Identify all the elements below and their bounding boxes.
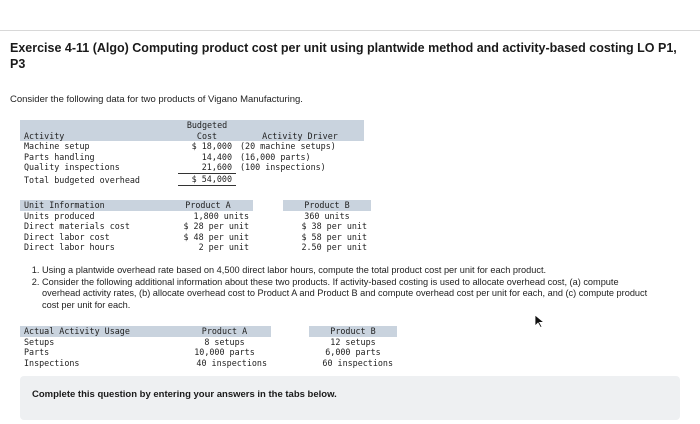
table-row: Direct materials cost $ 28 per unit $ 38… — [20, 221, 371, 232]
row-product-b: 2.50 per unit — [301, 242, 367, 252]
row-product-a: 10,000 parts — [194, 347, 255, 357]
row-cost: 21,600 — [201, 162, 232, 172]
header-budgeted-cost: Budgeted Cost — [178, 120, 236, 141]
cursor-icon — [534, 314, 546, 328]
row-driver: (20 machine setups) — [240, 141, 336, 151]
table-total-row: Total budgeted overhead $ 54,000 — [20, 172, 364, 186]
row-label: Units produced — [24, 210, 95, 221]
instruction-text: Complete this question by entering your … — [32, 389, 337, 400]
overhead-table: Activity Budgeted Cost Activity Driver M… — [20, 120, 364, 186]
row-product-a: 2 per unit — [198, 242, 249, 252]
table-row: Direct labor hours 2 per unit 2.50 per u… — [20, 242, 371, 253]
table-header-row: Actual Activity Usage Product A Product … — [20, 326, 397, 337]
table-row: Direct labor cost $ 48 per unit $ 58 per… — [20, 232, 371, 243]
row-product-a: 8 setups — [204, 336, 245, 347]
table-row: Setups 8 setups 12 setups — [20, 337, 397, 348]
row-label: Inspections — [24, 357, 80, 368]
table-row: Units produced 1,800 units 360 units — [20, 211, 371, 222]
total-label: Total budgeted overhead — [24, 175, 140, 185]
row-cost: $ 18,000 — [191, 141, 232, 151]
row-product-a: 40 inspections — [196, 357, 267, 368]
table-header-row: Unit Information Product A Product B — [20, 200, 371, 211]
header-unit-information: Unit Information — [20, 200, 163, 211]
header-actual-activity-usage: Actual Activity Usage — [20, 326, 178, 337]
row-label: Parts handling — [24, 151, 95, 162]
row-product-b: 6,000 parts — [325, 347, 381, 357]
row-cost: 14,400 — [201, 151, 232, 162]
row-label: Direct labor cost — [24, 231, 110, 242]
row-product-b: 60 inspections — [322, 357, 393, 368]
row-label: Direct labor hours — [24, 242, 115, 252]
row-product-a: $ 28 per unit — [183, 221, 249, 231]
activity-usage-table: Actual Activity Usage Product A Product … — [20, 326, 397, 368]
intro-text: Consider the following data for two prod… — [10, 94, 303, 105]
question-item: Consider the following additional inform… — [42, 277, 658, 312]
question-item: Using a plantwide overhead rate based on… — [42, 265, 658, 277]
row-driver: (16,000 parts) — [240, 151, 311, 162]
row-label: Quality inspections — [24, 162, 120, 172]
row-label: Parts — [24, 347, 50, 357]
question-list: Using a plantwide overhead rate based on… — [28, 265, 658, 311]
row-product-b: 360 units — [304, 210, 350, 221]
header-product-a: Product A — [163, 200, 253, 211]
table-row: Parts handling 14,400 (16,000 parts) — [20, 152, 364, 163]
row-label: Direct materials cost — [24, 221, 130, 231]
table-header-row: Activity Budgeted Cost Activity Driver — [20, 120, 364, 141]
table-row: Inspections 40 inspections 60 inspection… — [20, 358, 397, 369]
row-label: Setups — [24, 336, 55, 347]
instruction-banner: Complete this question by entering your … — [20, 376, 680, 420]
top-bar — [0, 0, 700, 31]
total-cost: $ 54,000 — [178, 172, 236, 186]
table-row: Machine setup $ 18,000 (20 machine setup… — [20, 141, 364, 152]
header-activity: Activity — [20, 120, 178, 141]
header-activity-driver: Activity Driver — [236, 120, 364, 141]
row-driver: (100 inspections) — [240, 162, 326, 172]
row-product-b: $ 38 per unit — [301, 221, 367, 231]
row-product-a: 1,800 units — [193, 210, 249, 221]
table-row: Parts 10,000 parts 6,000 parts — [20, 347, 397, 358]
header-product-b: Product B — [309, 326, 397, 337]
page-title: Exercise 4-11 (Algo) Computing product c… — [10, 41, 677, 71]
unit-information-table: Unit Information Product A Product B Uni… — [20, 200, 371, 253]
header-product-a: Product A — [178, 326, 271, 337]
row-label: Machine setup — [24, 141, 90, 151]
row-product-a: $ 48 per unit — [183, 231, 249, 242]
header-product-b: Product B — [283, 200, 371, 211]
row-product-b: $ 58 per unit — [301, 231, 367, 242]
row-product-b: 12 setups — [330, 336, 376, 347]
table-row: Quality inspections 21,600 (100 inspecti… — [20, 162, 364, 173]
